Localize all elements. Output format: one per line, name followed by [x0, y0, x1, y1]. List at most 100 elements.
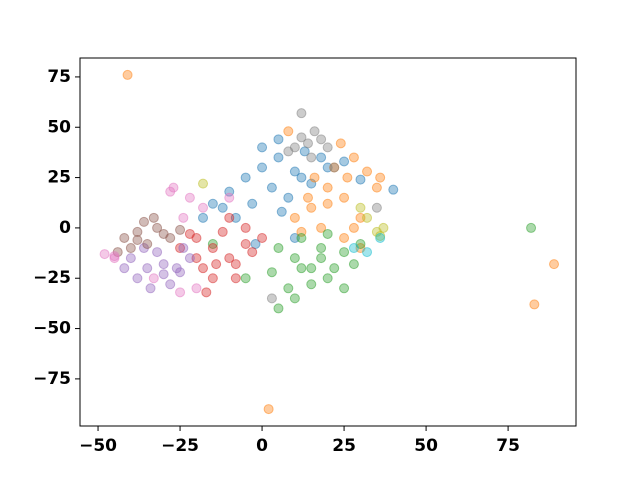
- scatter-point: [230, 259, 241, 270]
- scatter-point: [316, 152, 327, 163]
- scatter-point: [247, 198, 258, 209]
- scatter-point: [348, 259, 359, 270]
- scatter-point: [526, 222, 537, 233]
- scatter-point: [247, 247, 258, 258]
- scatter-point: [348, 222, 359, 233]
- scatter-point: [289, 253, 300, 264]
- y-tick-label: 25: [47, 168, 71, 188]
- scatter-point: [224, 212, 235, 223]
- y-tick-label: −50: [33, 319, 71, 339]
- scatter-point: [207, 198, 218, 209]
- scatter-point: [240, 239, 251, 250]
- scatter-point: [322, 198, 333, 209]
- scatter-point: [283, 283, 294, 294]
- scatter-point: [138, 216, 149, 227]
- scatter-point: [296, 132, 307, 143]
- scatter-point: [257, 162, 268, 173]
- scatter-point: [158, 228, 169, 239]
- scatter-point: [362, 166, 373, 177]
- scatter-point: [178, 243, 189, 254]
- scatter-point: [207, 243, 218, 254]
- scatter-point: [355, 174, 366, 185]
- y-tick-label: −25: [33, 268, 71, 288]
- scatter-point: [339, 192, 350, 203]
- scatter-point: [198, 202, 209, 213]
- scatter-point: [266, 293, 277, 304]
- scatter-point: [171, 263, 182, 274]
- x-tick-label: −25: [161, 436, 199, 456]
- scatter-point: [184, 192, 195, 203]
- x-tick-label: 25: [332, 436, 356, 456]
- y-tick-label: −75: [33, 369, 71, 389]
- scatter-point: [142, 239, 153, 250]
- x-tick-label: 75: [496, 436, 520, 456]
- scatter-point: [306, 202, 317, 213]
- scatter-point: [296, 263, 307, 274]
- scatter-point: [175, 224, 186, 235]
- scatter-point: [309, 126, 320, 137]
- scatter-point: [273, 134, 284, 145]
- y-tick-label: 0: [59, 218, 71, 238]
- scatter-point: [191, 283, 202, 294]
- scatter-point: [230, 273, 241, 284]
- x-tick-label: 50: [414, 436, 438, 456]
- scatter-point: [329, 263, 340, 274]
- scatter-point: [178, 212, 189, 223]
- scatter-point: [152, 222, 163, 233]
- scatter-point: [273, 152, 284, 163]
- scatter-point: [168, 182, 179, 193]
- scatter-point: [257, 142, 268, 153]
- scatter-point: [132, 234, 143, 245]
- scatter-point: [309, 172, 320, 183]
- scatter-point: [122, 69, 133, 80]
- scatter-point: [348, 152, 359, 163]
- plot-frame: [79, 57, 577, 427]
- scatter-point: [184, 253, 195, 264]
- scatter-point: [339, 156, 350, 167]
- scatter-point: [240, 172, 251, 183]
- scatter-point: [335, 138, 346, 149]
- scatter-point: [175, 287, 186, 298]
- x-tick-label: −50: [79, 436, 117, 456]
- scatter-point: [289, 212, 300, 223]
- scatter-point: [119, 232, 130, 243]
- scatter-point: [273, 303, 284, 314]
- scatter-point: [283, 126, 294, 137]
- scatter-point: [388, 184, 399, 195]
- scatter-point: [217, 226, 228, 237]
- scatter-point: [198, 263, 209, 274]
- scatter-point: [306, 263, 317, 274]
- scatter-point: [306, 152, 317, 163]
- scatter-point: [375, 232, 386, 243]
- scatter-point: [283, 146, 294, 157]
- scatter-point: [266, 182, 277, 193]
- scatter-point: [145, 283, 156, 294]
- scatter-point: [296, 108, 307, 119]
- scatter-point: [371, 202, 382, 213]
- scatter-point: [224, 253, 235, 264]
- scatter-point: [322, 142, 333, 153]
- scatter-point: [529, 299, 540, 310]
- scatter-point: [240, 222, 251, 233]
- scatter-point: [339, 283, 350, 294]
- scatter-point: [211, 259, 222, 270]
- scatter-point: [257, 232, 268, 243]
- scatter-point: [109, 253, 120, 264]
- scatter-point: [283, 192, 294, 203]
- x-tick-label: 0: [256, 436, 268, 456]
- scatter-point: [348, 243, 359, 254]
- scatter-point: [322, 182, 333, 193]
- scatter-point: [276, 206, 287, 217]
- scatter-point: [362, 247, 373, 258]
- scatter-point: [99, 249, 110, 260]
- scatter-point: [207, 273, 218, 284]
- scatter-point: [148, 212, 159, 223]
- scatter-point: [375, 172, 386, 183]
- scatter-point: [198, 212, 209, 223]
- scatter-point: [266, 267, 277, 278]
- scatter-point: [302, 138, 313, 149]
- scatter-point: [263, 404, 274, 415]
- scatter-point: [148, 273, 159, 284]
- scatter-point: [322, 273, 333, 284]
